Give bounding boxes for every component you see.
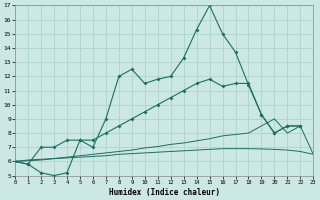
X-axis label: Humidex (Indice chaleur): Humidex (Indice chaleur): [109, 188, 220, 197]
